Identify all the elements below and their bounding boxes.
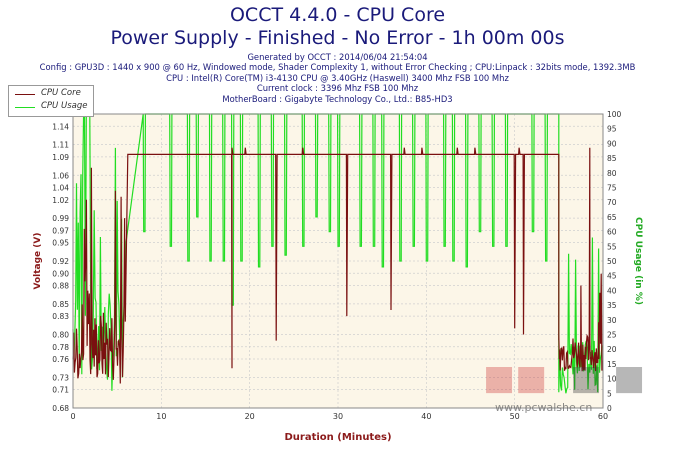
y-tick-label-right: 0	[607, 404, 612, 413]
y-tick-label-left: 1.02	[52, 196, 69, 205]
info-line-generated: Generated by OCCT : 2014/06/04 21:54:04	[247, 52, 428, 62]
y-tick-label-right: 20	[607, 345, 617, 354]
y-axis-left-label: Voltage (V)	[33, 233, 43, 290]
legend-swatch-cpu-core	[15, 94, 35, 95]
y-tick-label-right: 10	[607, 375, 617, 384]
y-tick-label-left: 0.95	[52, 239, 69, 248]
y-tick-label-left: 0.73	[52, 373, 69, 382]
x-tick-label: 0	[70, 412, 75, 421]
svg-text:■: ■	[613, 358, 645, 398]
x-tick-label: 60	[598, 412, 608, 421]
y-tick-label-right: 50	[607, 257, 617, 266]
legend-swatch-cpu-usage	[15, 107, 35, 108]
y-tick-label-right: 80	[607, 169, 617, 178]
y-tick-label-right: 55	[607, 242, 617, 251]
y-tick-label-left: 0.88	[52, 282, 69, 291]
y-tick-label-left: 0.80	[52, 331, 69, 340]
x-tick-label: 50	[510, 412, 520, 421]
x-tick-label: 10	[156, 412, 166, 421]
plot-border	[72, 113, 604, 409]
y-tick-label-left: 0.71	[52, 386, 69, 395]
x-axis-label: Duration (Minutes)	[284, 432, 391, 443]
y-tick-label-left: 0.85	[52, 300, 69, 309]
x-tick-label: 30	[333, 412, 343, 421]
info-line-cpu: CPU : Intel(R) Core(TM) i3-4130 CPU @ 3.…	[166, 72, 509, 83]
y-tick-label-right: 95	[607, 125, 617, 134]
y-axis-right-label: CPU Usage (in %)	[633, 217, 643, 305]
x-tick-label: 40	[421, 412, 431, 421]
legend-label-cpu-usage: CPU Usage	[41, 101, 88, 111]
cpu-core-line	[72, 147, 604, 384]
y-tick-label-left: 0.68	[52, 404, 69, 413]
y-tick-label-left: 1.06	[52, 171, 69, 180]
y-tick-label-right: 65	[607, 213, 617, 222]
y-tick-label-right: 75	[607, 184, 617, 193]
watermark-text: www.pcwalshe.cn	[495, 401, 592, 414]
y-tick-label-right: 15	[607, 360, 617, 369]
svg-text:■: ■	[570, 358, 602, 398]
svg-text:■■: ■■	[483, 358, 547, 398]
y-tick-label-left: 1.09	[52, 153, 69, 162]
y-tick-label-right: 25	[607, 331, 617, 340]
y-tick-label-right: 100	[607, 110, 622, 119]
y-tick-label-right: 70	[607, 198, 617, 207]
chart-subtitle: Power Supply - Finished - No Error - 1h …	[110, 27, 565, 49]
y-tick-label-right: 40	[607, 286, 617, 295]
y-tick-label-right: 30	[607, 316, 617, 325]
y-tick-label-left: 1.04	[52, 184, 69, 193]
y-tick-label-left: 0.76	[52, 355, 69, 364]
y-tick-label-right: 90	[607, 139, 617, 148]
y-tick-label-right: 60	[607, 228, 617, 237]
y-tick-label-left: 0.92	[52, 257, 69, 266]
x-tick-label: 20	[245, 412, 255, 421]
y-axis-left-ticks: 0.68 0.71 0.73 0.76 0.78 0.80 0.83 0.85 0.88 0.90…	[52, 110, 69, 413]
y-tick-label-left: 0.78	[52, 343, 69, 352]
info-line-config: Config : GPU3D : 1440 x 900 @ 60 Hz, Win…	[39, 62, 636, 73]
chart-title: OCCT 4.4.0 - CPU Core	[229, 4, 446, 26]
y-tick-label-left: 0.83	[52, 312, 69, 321]
info-line-motherboard: MotherBoard : Gigabyte Technology Co., L…	[222, 93, 453, 104]
legend: CPU Core CPU Usage	[8, 85, 94, 117]
y-tick-label-left: 1.14	[52, 122, 69, 131]
series-cpu-core	[72, 147, 604, 384]
x-axis-ticks: 0 10 20 30 40 50 60	[70, 412, 608, 421]
y-tick-label-left: 0.90	[52, 269, 69, 278]
y-tick-label-right: 45	[607, 272, 617, 281]
y-tick-label-left: 1.11	[52, 141, 69, 150]
y-tick-label-right: 5	[607, 389, 612, 398]
info-line-clock: Current clock : 3396 Mhz FSB 100 Mhz	[256, 83, 419, 94]
legend-label-cpu-core: CPU Core	[41, 88, 81, 98]
y-tick-label-left: 0.99	[52, 214, 69, 223]
watermark: ■■ ■ ■ www.pcwalshe.cn	[483, 358, 645, 414]
cpu-usage-line	[72, 113, 603, 394]
y-axis-right-ticks: 0 5 10 15 20 25 30 35 40 45 50 55 60 65 70 75 80 85 90 95 10…	[607, 110, 622, 413]
y-tick-label-right: 35	[607, 301, 617, 310]
y-tick-label-right: 85	[607, 154, 617, 163]
series-cpu-usage	[72, 113, 603, 394]
y-tick-label-left: 0.97	[52, 226, 69, 235]
